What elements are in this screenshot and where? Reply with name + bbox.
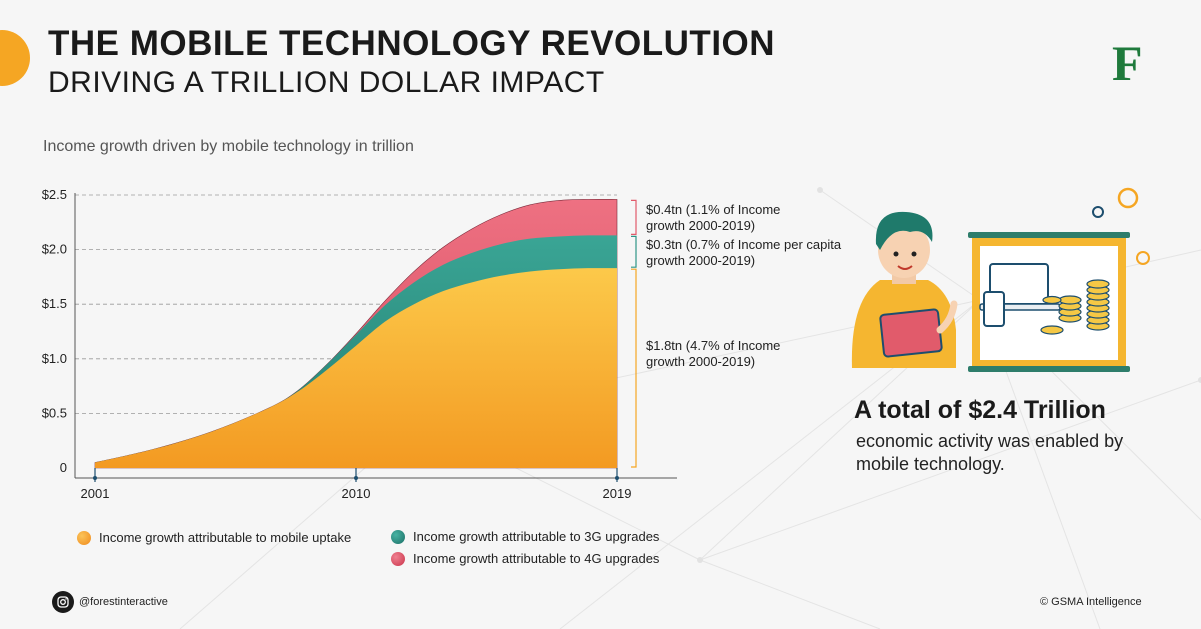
summary-headline: A total of $2.4 Trillion	[854, 396, 1106, 424]
legend-swatch-4g	[391, 551, 405, 566]
person	[851, 211, 958, 368]
legend-label: Income growth attributable to 4G upgrade…	[413, 551, 660, 566]
social-handle-label: @forestinteractive	[79, 596, 168, 608]
bracket-mobile	[631, 268, 637, 468]
annotation-mobile: $1.8tn (4.7% of Income growth 2000-2019)	[646, 338, 781, 369]
decorative-ring	[1117, 187, 1139, 209]
chart-title: Income growth driven by mobile technolog…	[43, 138, 414, 155]
y-tick-label: $1.0	[42, 351, 67, 366]
legend-item-4g: Income growth attributable to 4G upgrade…	[391, 551, 659, 566]
area-series-mobile	[95, 268, 617, 468]
presentation-board	[968, 232, 1130, 372]
decorative-ring	[1136, 251, 1150, 265]
x-tick-dot	[354, 476, 358, 480]
legend-label: Income growth attributable to 3G upgrade…	[413, 529, 660, 544]
y-tick-label: $2.0	[42, 242, 67, 257]
annotation-4g: $0.4tn (1.1% of Income growth 2000-2019)	[646, 202, 781, 233]
y-tick-label: $2.5	[42, 187, 67, 202]
bracket-3g	[631, 235, 637, 268]
bracket-4g	[631, 199, 637, 236]
x-tick-label: 2001	[81, 486, 110, 501]
social-handle[interactable]: @forestinteractive	[52, 591, 168, 613]
annotation-3g: $0.3tn (0.7% of Income per capita growth…	[646, 237, 842, 268]
legend-item-3g: Income growth attributable to 3G upgrade…	[391, 529, 659, 544]
x-tick-label: 2019	[603, 486, 632, 501]
instagram-icon	[52, 591, 74, 613]
x-tick-dot	[93, 476, 97, 480]
legend-swatch-mobile	[77, 530, 91, 545]
page-title: THE MOBILE TECHNOLOGY REVOLUTION	[48, 24, 776, 63]
y-tick-label: 0	[60, 460, 67, 475]
page-subtitle: DRIVING A TRILLION DOLLAR IMPACT	[48, 66, 605, 99]
area-chart: $2.5 $2.0 $1.5 $1.0 $0.5 0 2001 2010 2019	[42, 187, 677, 501]
x-tick-dot	[615, 476, 619, 480]
person-with-tablet-illustration	[851, 187, 1150, 372]
x-tick-label: 2010	[342, 486, 371, 501]
legend-swatch-3g	[391, 529, 405, 544]
brand-logo: F	[1112, 35, 1143, 91]
summary-body: economic activity was enabled by mobile …	[856, 431, 1124, 474]
y-tick-label: $1.5	[42, 296, 67, 311]
y-tick-label: $0.5	[42, 405, 67, 420]
legend-item-mobile: Income growth attributable to mobile upt…	[77, 530, 351, 545]
decorative-ring	[1092, 206, 1104, 218]
source-credit: © GSMA Intelligence	[1040, 596, 1142, 608]
legend-label: Income growth attributable to mobile upt…	[99, 530, 352, 545]
